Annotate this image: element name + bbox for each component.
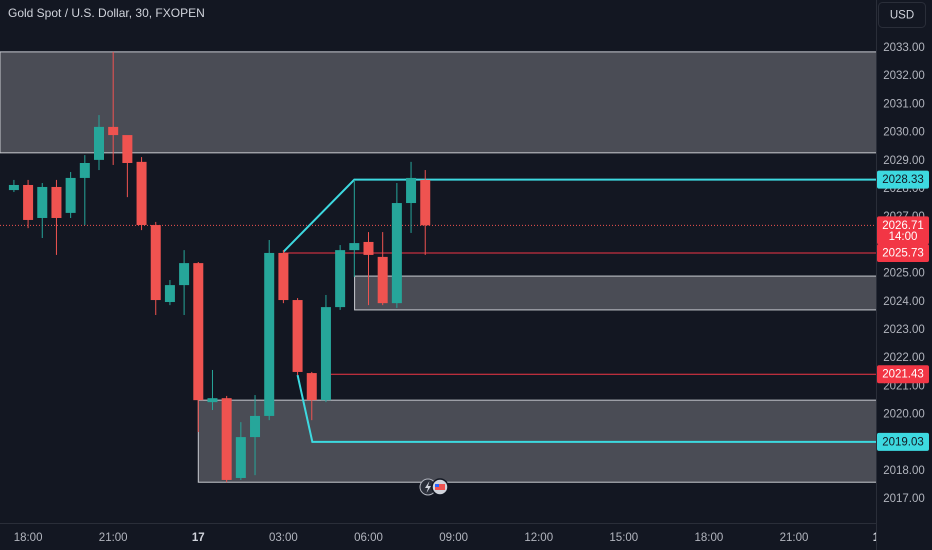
event-icons[interactable] <box>419 478 449 496</box>
candle-body <box>292 300 303 372</box>
x-tick-label: 18:00 <box>14 532 43 544</box>
candle-body <box>306 373 317 401</box>
y-tick-label: 2017.00 <box>883 493 925 505</box>
candle-body <box>250 415 261 438</box>
y-tick-label: 2025.00 <box>883 268 925 280</box>
flag-icon <box>435 484 445 490</box>
currency-label[interactable]: USD <box>890 10 914 22</box>
x-tick-label: 06:00 <box>354 532 383 544</box>
candle-body <box>363 241 374 255</box>
candle-body <box>37 186 48 218</box>
y-tick-label: 2024.00 <box>883 296 925 308</box>
y-tick-label: 2020.00 <box>883 409 925 421</box>
flag-icon <box>435 484 439 487</box>
candle-body <box>122 135 133 163</box>
level-label-box <box>877 243 929 262</box>
candle-body <box>8 184 19 191</box>
candle-body <box>320 307 331 401</box>
candle-body <box>150 225 161 301</box>
level-label-box <box>877 365 929 384</box>
countdown-label: 14:00 <box>889 231 918 243</box>
x-tick-label: 09:00 <box>439 532 468 544</box>
currency-button[interactable] <box>878 2 926 28</box>
candle-body <box>207 398 218 403</box>
zone <box>0 51 876 154</box>
y-tick-label: 2030.00 <box>883 127 925 139</box>
x-tick-label: 21:00 <box>99 532 128 544</box>
candle-body <box>235 437 246 478</box>
candle-body <box>23 184 34 220</box>
candle-body <box>406 177 417 204</box>
candle-body <box>51 186 62 218</box>
level-label: 2021.43 <box>882 369 924 381</box>
candle-body <box>108 126 119 136</box>
y-tick-label: 2021.00 <box>883 380 925 392</box>
candle-body <box>179 263 190 286</box>
lightning-icon <box>425 481 431 493</box>
candle-body <box>278 252 289 301</box>
trend-label-box <box>877 432 929 451</box>
chart-title: Gold Spot / U.S. Dollar, 30, FXOPEN <box>8 6 205 20</box>
price-axis-panel <box>877 0 932 550</box>
y-tick-label: 2031.00 <box>883 98 925 110</box>
y-tick-label: 2033.00 <box>883 42 925 54</box>
candle-body <box>79 162 90 178</box>
plot-area <box>0 51 876 483</box>
candle-body <box>136 161 147 226</box>
level-label: 2025.73 <box>882 247 924 259</box>
candle-body <box>94 126 105 160</box>
candle-body <box>377 256 388 304</box>
y-tick-label: 2022.00 <box>883 352 925 364</box>
last-price-box <box>877 216 929 245</box>
x-tick-label: 15:00 <box>609 532 638 544</box>
x-tick-label: 18:00 <box>695 532 724 544</box>
x-tick-label: 12:00 <box>524 532 553 544</box>
candle-body <box>349 243 360 251</box>
candle-body <box>221 398 232 480</box>
trend-line <box>282 178 876 253</box>
trend-line <box>296 374 876 443</box>
candle-body <box>391 203 402 304</box>
candle-body <box>264 252 275 416</box>
last-price-label: 2026.71 <box>882 220 924 232</box>
trend-label: 2019.03 <box>882 436 924 448</box>
candle-body <box>420 179 431 226</box>
candle-body <box>335 250 346 308</box>
y-tick-label: 2023.00 <box>883 324 925 336</box>
candle-body <box>193 263 204 401</box>
y-tick-label: 2029.00 <box>883 155 925 167</box>
x-tick-label: 03:00 <box>269 532 298 544</box>
trend-label-box <box>877 170 929 189</box>
x-tick-label: 17 <box>192 532 205 544</box>
x-tick-label: 21:00 <box>780 532 809 544</box>
y-tick-label: 2018.00 <box>883 465 925 477</box>
price-axis: 2017.002018.002019.002020.002021.002022.… <box>883 42 925 505</box>
zone <box>354 275 876 311</box>
candle-body <box>65 177 76 213</box>
trend-label: 2028.33 <box>882 174 924 186</box>
y-tick-label: 2032.00 <box>883 70 925 82</box>
candle-body <box>164 285 175 303</box>
